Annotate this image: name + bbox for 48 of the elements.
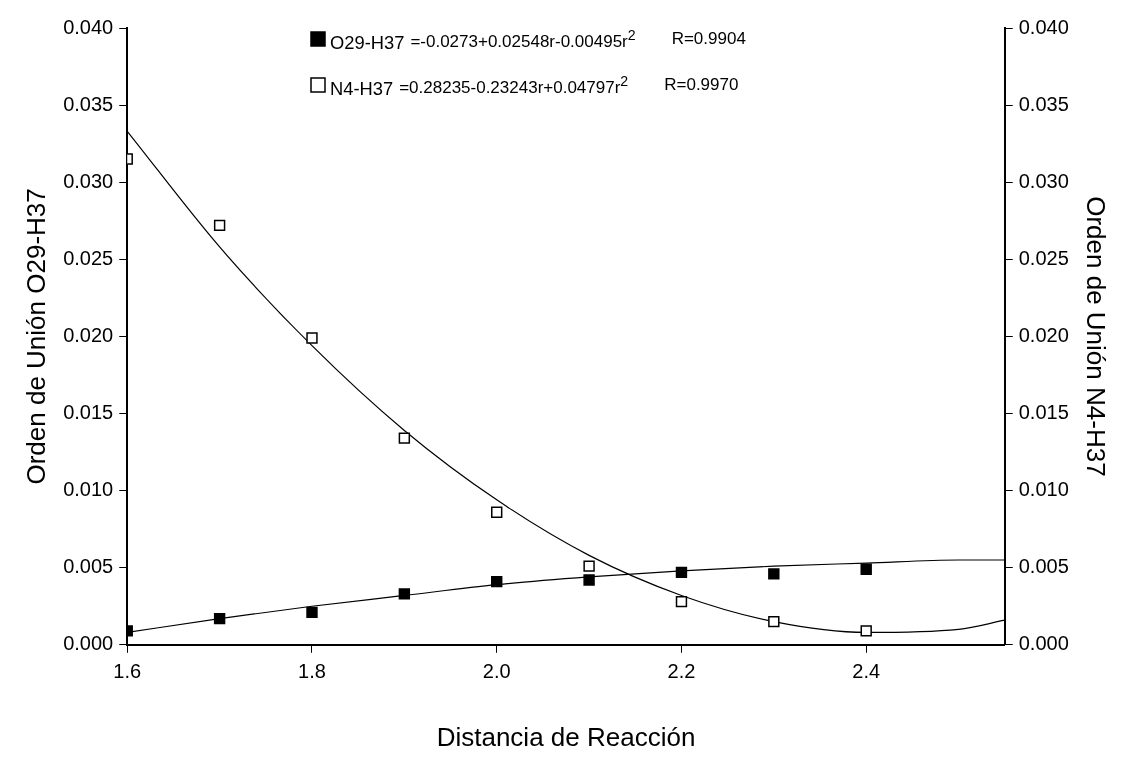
point xyxy=(398,432,411,444)
y-axis-title: Orden de Unión O29-H37 xyxy=(20,188,51,485)
annotation: R=0.9904 xyxy=(671,29,746,49)
y2-tick-label: 0.020 xyxy=(1018,323,1069,346)
legend-label: O29-H37 xyxy=(330,32,405,54)
point xyxy=(306,606,318,619)
y-tick-label: 0.020 xyxy=(63,323,114,346)
y2-tick-label: 0.000 xyxy=(1018,632,1069,655)
x-tick-label: 1.6 xyxy=(113,660,142,683)
point xyxy=(860,563,872,575)
x-axis-title: Distancia de Reacción xyxy=(436,721,696,752)
y2-tick-label: 0.005 xyxy=(1018,555,1069,578)
y-tick-label: 0.000 xyxy=(63,632,114,655)
point xyxy=(583,560,595,572)
y-tick-label: 0.015 xyxy=(63,401,114,424)
x-tick-label: 1.8 xyxy=(298,660,326,683)
y2-axis-title: Orden de Unión N4-H37 xyxy=(1081,196,1112,477)
y2-tick-label: 0.010 xyxy=(1018,478,1069,501)
x-tick-label: 2.0 xyxy=(482,660,511,683)
point xyxy=(675,595,688,608)
y-tick-label: 0.010 xyxy=(63,478,114,501)
y-tick-label: 0.040 xyxy=(63,15,114,38)
point xyxy=(398,588,411,600)
annotation: =-0.0273+0.02548r-0.00495r$^{2}$ xyxy=(410,26,636,52)
x-tick-label: 2.2 xyxy=(667,660,696,683)
point xyxy=(491,575,503,588)
y2-tick-label: 0.025 xyxy=(1018,246,1069,269)
y-tick-label: 0.025 xyxy=(63,246,114,269)
y-tick-label: 0.035 xyxy=(63,92,114,115)
y-tick-label: 0.030 xyxy=(63,169,114,192)
annotation: R=0.9970 xyxy=(664,75,739,95)
legend-label: N4-H37 xyxy=(330,78,394,100)
point xyxy=(768,568,780,580)
y2-tick-label: 0.030 xyxy=(1018,169,1069,192)
point xyxy=(583,574,595,586)
point xyxy=(675,566,688,579)
point xyxy=(768,615,780,628)
y2-tick-label: 0.040 xyxy=(1018,15,1069,38)
annotation: =0.28235-0.23243r+0.04797r$^{2}$ xyxy=(399,72,629,98)
point xyxy=(213,219,226,232)
point xyxy=(306,332,318,344)
point xyxy=(860,625,872,637)
y2-tick-label: 0.015 xyxy=(1018,401,1069,424)
y2-tick-label: 0.035 xyxy=(1018,92,1069,115)
x-tick-label: 2.4 xyxy=(852,660,881,683)
y-tick-label: 0.005 xyxy=(63,555,114,578)
point xyxy=(491,506,503,518)
point xyxy=(213,612,226,625)
